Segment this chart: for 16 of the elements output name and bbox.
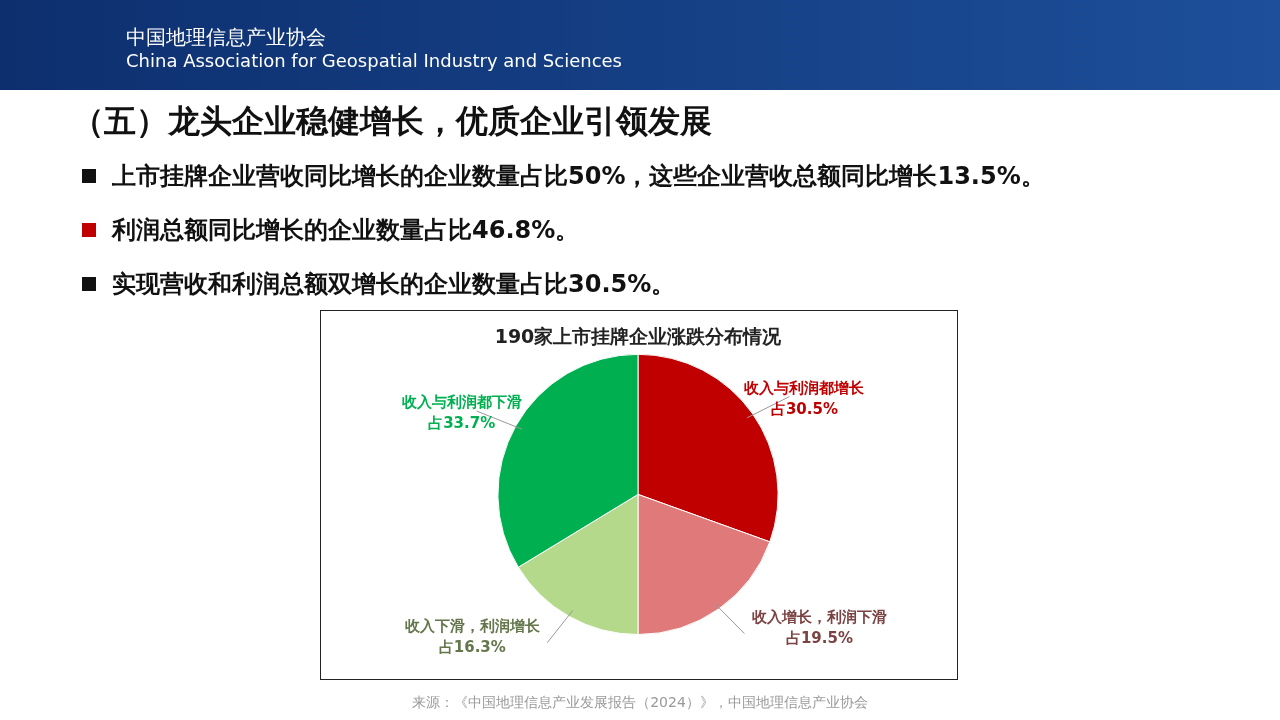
slice-label: 收入与利润都下滑 — [401, 393, 522, 412]
data-label: 占19.5% — [785, 628, 853, 647]
chart-title: 190家上市挂牌企业涨跌分布情况 — [494, 325, 783, 348]
slice-label: 收入增长，利润下滑 — [751, 607, 887, 626]
text: （五）龙头企业稳健增长，优质企业引领发展 — [72, 101, 712, 142]
slice-label: 收入下滑，利润增长 — [404, 616, 541, 635]
text: China Association for Geospatial Industry and Sciences — [126, 50, 623, 71]
data-label: 占30.5% — [770, 399, 838, 418]
slice-label: 收入与利润都增长 — [744, 378, 866, 397]
text: 上市挂牌企业营收同比增长的企业数量占比50%，这些企业营收总额同比增长13.5%。 — [112, 161, 1045, 192]
data-label: 占16.3% — [438, 637, 506, 656]
text: 实现营收和利润总额双增长的企业数量占比30.5%。 — [112, 269, 676, 300]
data-label: 占33.7% — [428, 414, 496, 433]
text: 中国地理信息产业协会 — [126, 24, 326, 51]
source-note: 来源：《中国地理信息产业发展报告（2024）》，中国地理信息产业协会 — [411, 694, 869, 712]
text: 利润总额同比增长的企业数量占比46.8%。 — [112, 215, 580, 246]
